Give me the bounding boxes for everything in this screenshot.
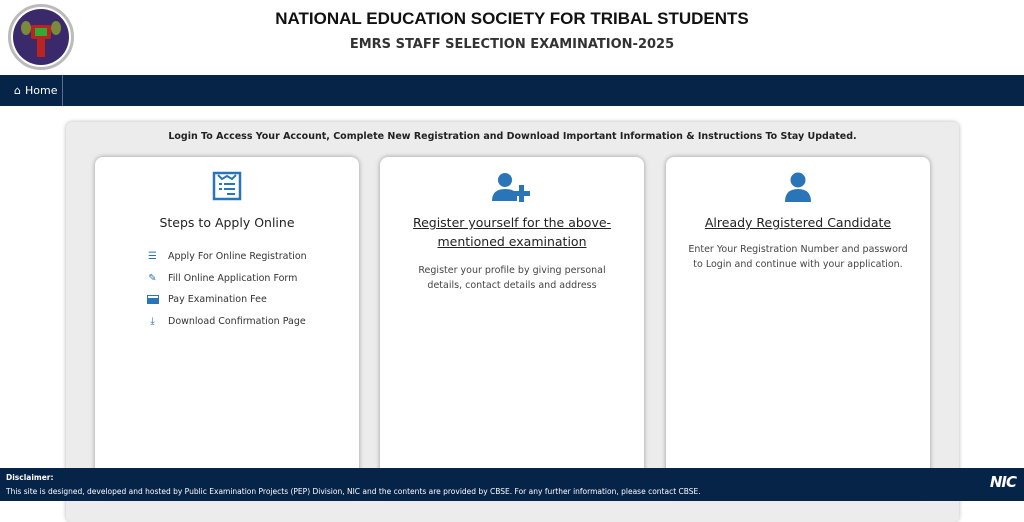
register-card: Register yourself for the above-mentione… xyxy=(380,157,644,497)
user-plus-icon xyxy=(380,171,644,203)
intro-text: Login To Access Your Account, Complete N… xyxy=(168,131,857,142)
edit-icon: ✎ xyxy=(148,272,157,284)
nic-logo: NIC xyxy=(989,473,1017,491)
login-link[interactable]: Already Registered Candidate xyxy=(704,215,892,230)
disclaimer-text: This site is designed, developed and hos… xyxy=(6,487,701,496)
steps-card: Steps to Apply Online ☰ Apply For Online … xyxy=(95,157,359,497)
navbar: ⌂ Home xyxy=(0,75,1024,106)
nav-home-label: Home xyxy=(24,84,58,97)
download-icon: ⤓ xyxy=(150,315,155,327)
step-label: Pay Examination Fee xyxy=(168,294,267,306)
step-label: Apply For Online Registration xyxy=(168,251,307,263)
society-logo xyxy=(8,4,74,70)
header: NATIONAL EDUCATION SOCIETY FOR TRIBAL ST… xyxy=(0,0,1024,75)
steps-list: ☰ Apply For Online Registration ✎ Fill Onl… xyxy=(146,246,359,333)
step-item: Pay Examination Fee xyxy=(146,289,359,311)
main-panel: Login To Access Your Account, Complete N… xyxy=(66,122,959,522)
step-label: Fill Online Application Form xyxy=(168,272,298,284)
user-icon xyxy=(666,171,930,203)
credit-card-icon xyxy=(146,295,159,305)
step-item: ☰ Apply For Online Registration xyxy=(147,246,359,268)
footer: Disclaimer: This site is designed, devel… xyxy=(0,468,1024,501)
login-description: Enter Your Registration Number and passw… xyxy=(688,244,908,270)
login-card: Already Registered Candidate Enter Your … xyxy=(666,157,930,497)
register-description: Register your profile by giving personal… xyxy=(418,265,606,291)
step-label: Download Confirmation Page xyxy=(168,315,306,327)
steps-title: Steps to Apply Online xyxy=(159,215,295,230)
home-icon: ⌂ xyxy=(14,84,21,97)
form-icon xyxy=(95,171,359,203)
page-subtitle: EMRS STAFF SELECTION EXAMINATION-2025 xyxy=(349,37,675,52)
register-link[interactable]: Register yourself for the above-mentione… xyxy=(412,215,612,249)
list-icon: ☰ xyxy=(148,251,157,263)
step-item: ⤓ Download Confirmation Page xyxy=(147,311,359,333)
page-title: NATIONAL EDUCATION SOCIETY FOR TRIBAL ST… xyxy=(275,9,749,28)
step-item: ✎ Fill Online Application Form xyxy=(147,268,359,290)
disclaimer-heading: Disclaimer: xyxy=(6,473,54,482)
nav-home[interactable]: ⌂ Home xyxy=(0,75,63,106)
